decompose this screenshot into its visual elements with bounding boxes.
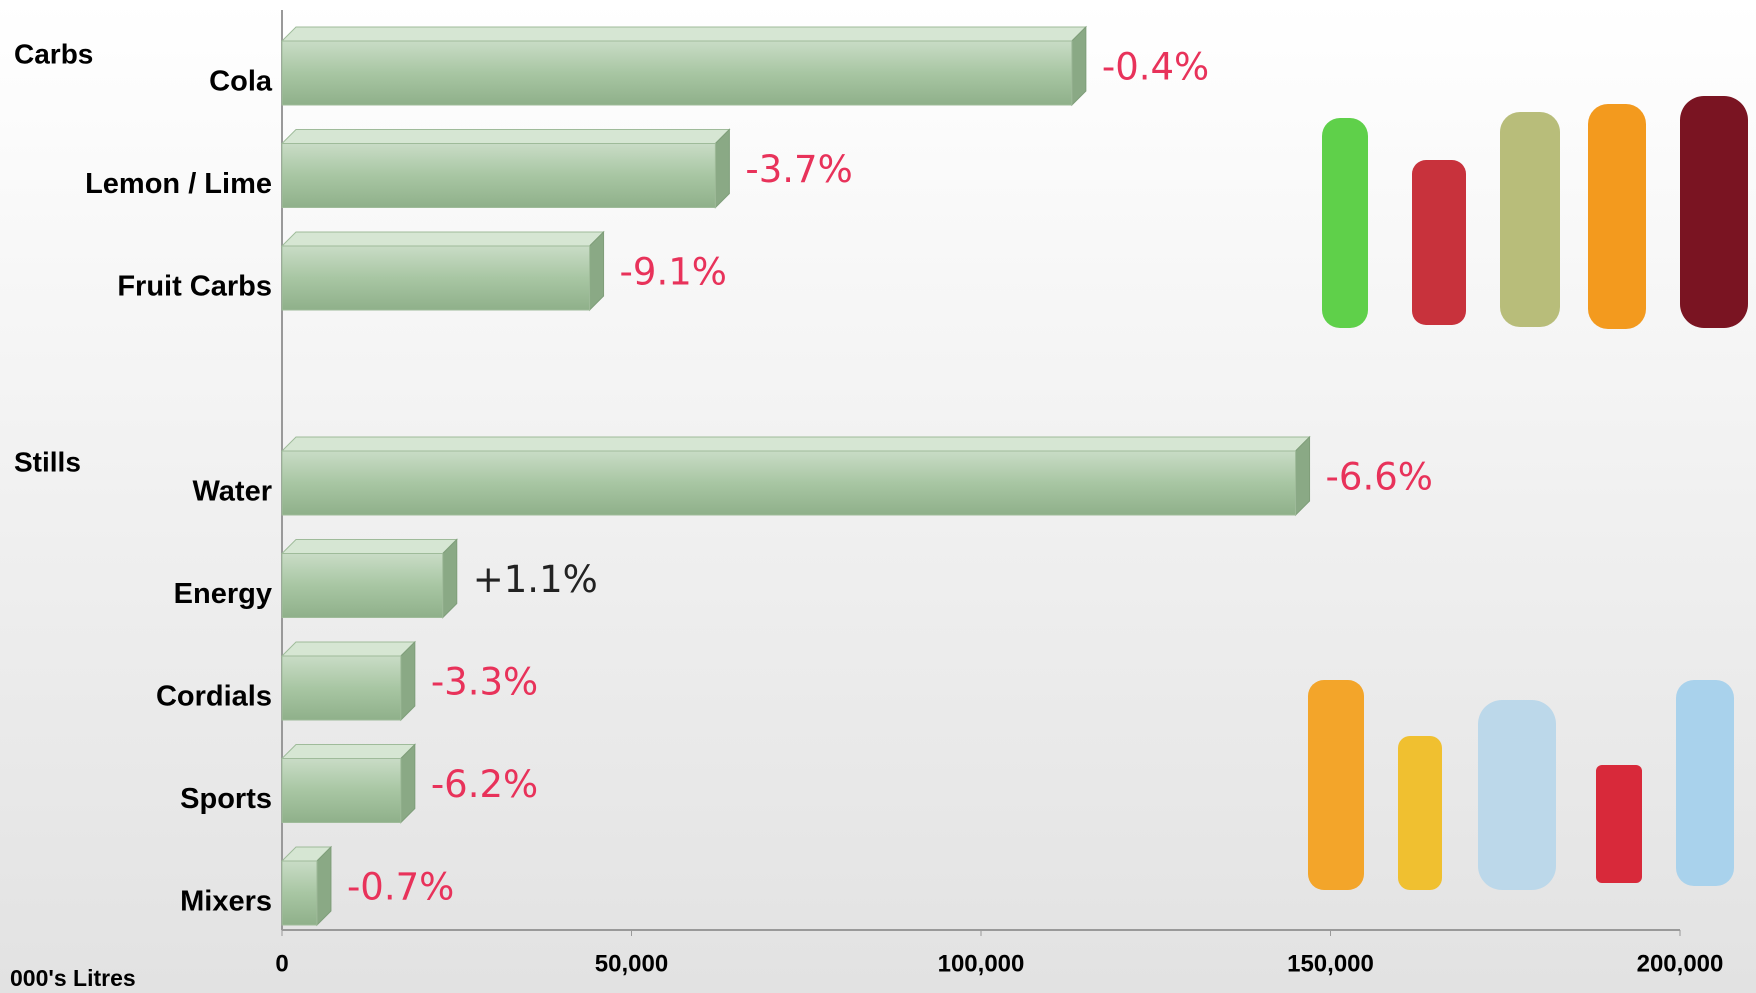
y-tick-label: Fruit Carbs [117,271,272,303]
x-tick-label: 100,000 [938,950,1025,977]
change-label: -0.7% [347,866,454,909]
bar-front [281,40,1073,106]
bar [280,435,1311,517]
bar-top [280,129,731,144]
bar-front [281,860,318,926]
bar-front [281,655,402,721]
change-label: -3.7% [745,148,852,191]
bar-side [316,845,332,927]
bar-side [442,538,458,619]
x-tick-label: 0 [275,950,288,977]
x-tick-label: 200,000 [1637,950,1724,977]
bar-side [400,743,416,824]
bar [280,845,333,927]
bar-top [280,641,417,657]
bar [280,230,605,312]
bar-side [589,230,605,312]
bar-side [714,128,730,209]
x-axis-title: 000's Litres [10,965,136,991]
bar-front [281,553,444,618]
bar-side [1071,25,1087,107]
bar-side [1295,435,1311,517]
bar [280,128,731,209]
bar [280,640,417,722]
y-tick-label: Energy [174,578,272,610]
change-label: -9.1% [620,251,727,294]
y-tick-label: Water [193,476,273,508]
y-tick-label: Cola [209,66,273,98]
y-tick-label: Cordials [156,681,272,713]
x-tick-label: 50,000 [595,950,668,977]
bar-front [281,450,1297,516]
bar-front [281,758,402,823]
bar-top [280,539,458,554]
bar [280,743,417,824]
change-label: -6.2% [431,763,538,806]
bar-top [280,436,1311,452]
change-label: -0.4% [1102,46,1209,89]
bottles-carbs [1322,96,1748,329]
y-tick-label: Lemon / Lime [85,168,272,200]
group-label: Carbs [14,38,93,69]
bar-top [280,26,1088,42]
bar-side [400,640,416,722]
group-label: Stills [14,446,81,477]
bar [280,538,458,619]
change-label: -3.3% [431,661,538,704]
bar [280,25,1088,107]
y-tick-label: Mixers [180,886,272,918]
x-tick-label: 150,000 [1287,950,1374,977]
bottles-stills [1308,680,1734,890]
bar-top [280,744,417,759]
bar-top [280,231,605,247]
bar-front [281,245,591,311]
change-label: +1.1% [473,558,598,601]
y-tick-label: Sports [180,783,272,815]
change-label: -6.6% [1326,456,1433,499]
bar-front [281,143,716,208]
